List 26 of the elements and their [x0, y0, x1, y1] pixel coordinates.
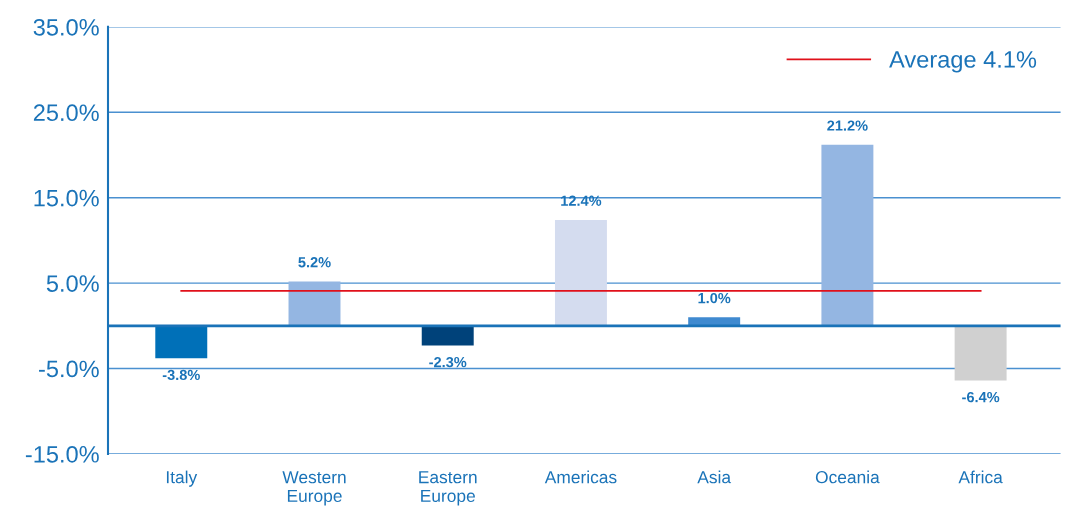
- data-label: -2.3%: [429, 356, 467, 368]
- y-tick-label: -5.0%: [39, 360, 99, 378]
- x-tick-label: Africa: [958, 470, 1003, 484]
- y-tick-label: 25.0%: [33, 104, 99, 122]
- y-tick-label: 5.0%: [46, 275, 99, 292]
- y-tick-label: 15.0%: [34, 189, 99, 207]
- data-label: 12.4%: [561, 195, 602, 206]
- data-label: 1.0%: [698, 292, 731, 304]
- bar: [554, 219, 607, 326]
- x-tick-label: Americas: [544, 470, 617, 484]
- x-tick-label: Western Europe: [282, 471, 346, 506]
- data-label: -6.4%: [962, 391, 1000, 403]
- y-tick-label: 35.0%: [33, 18, 99, 36]
- x-tick-label: Oceania: [815, 470, 880, 484]
- data-label: 5.2%: [298, 257, 331, 268]
- bar: [155, 325, 208, 359]
- x-tick-label: Asia: [697, 470, 732, 484]
- bar: [954, 325, 1007, 381]
- legend-label: Average 4.1%: [889, 51, 1037, 73]
- bar: [821, 144, 874, 326]
- data-label: -3.8%: [162, 369, 200, 381]
- x-tick-label: Italy: [166, 470, 198, 487]
- bar: [421, 325, 474, 346]
- y-tick-label: -15.0%: [25, 445, 99, 463]
- x-tick-label: Eastern Europe: [419, 471, 477, 506]
- data-label: 21.2%: [827, 120, 868, 131]
